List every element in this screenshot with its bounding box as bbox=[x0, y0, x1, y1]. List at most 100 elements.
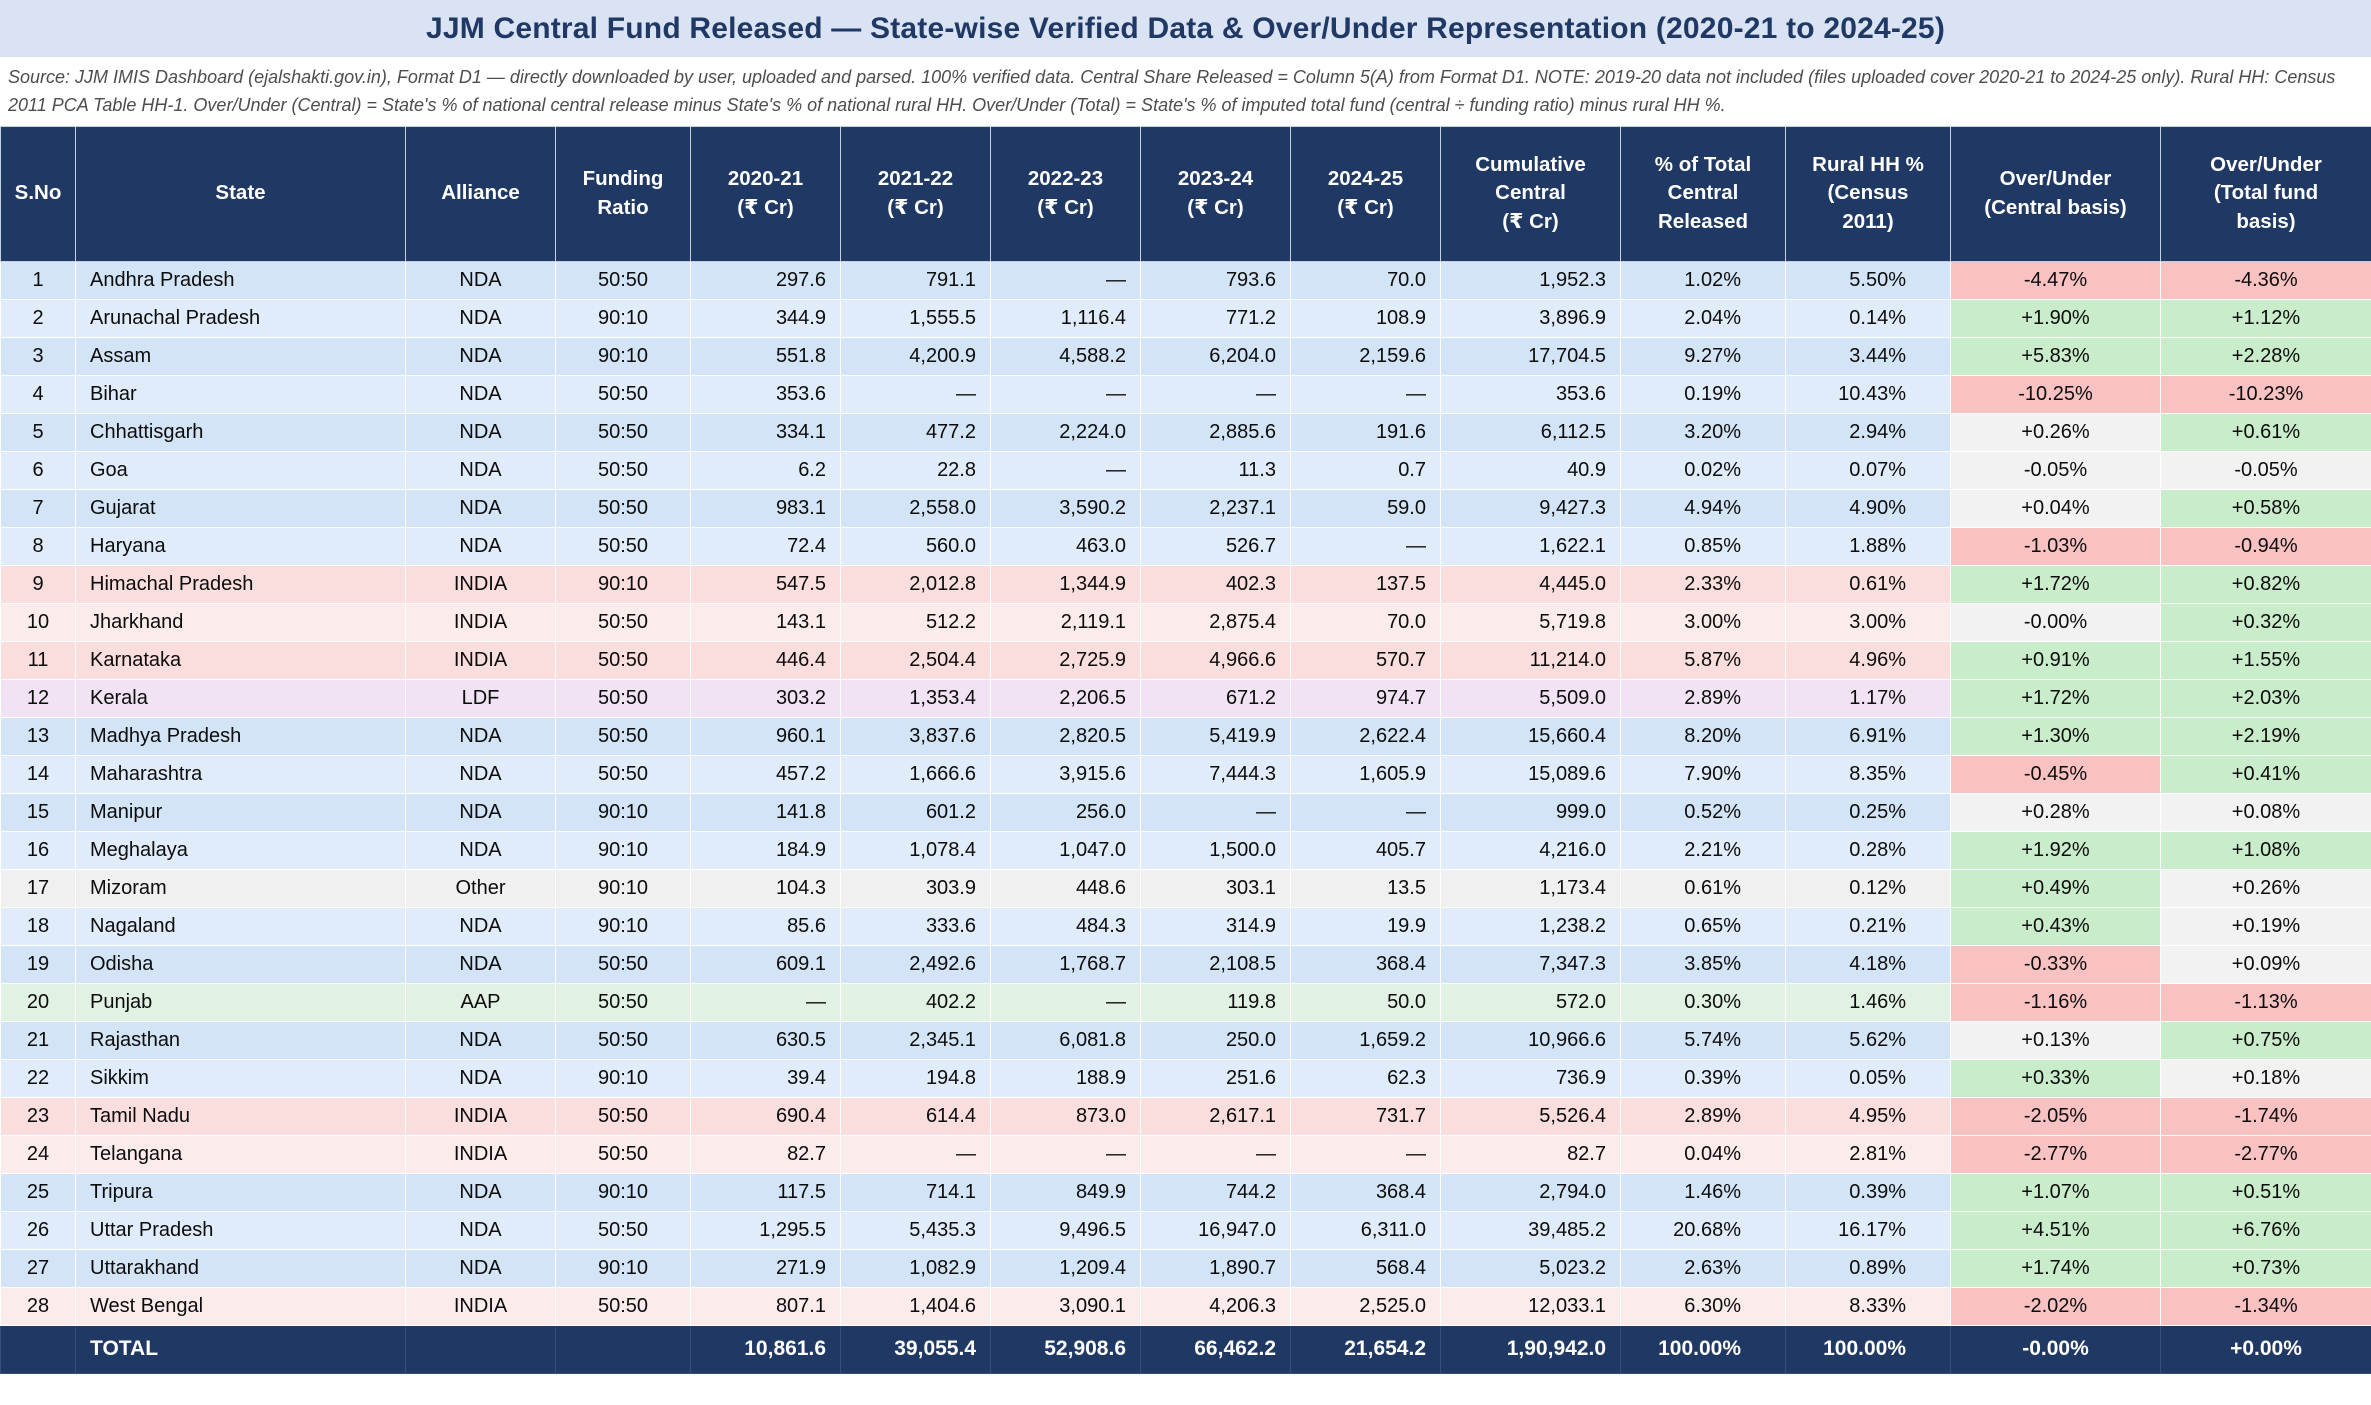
cell-fy-2020-21: 82.7 bbox=[690, 1134, 841, 1174]
cell-pct-total: 3.00% bbox=[1620, 602, 1786, 642]
cell-state: Sikkim bbox=[75, 1058, 406, 1098]
cell-funding-ratio: 50:50 bbox=[555, 260, 691, 300]
cell-fy-2020-21: 807.1 bbox=[690, 1286, 841, 1326]
cell-fy-2024-25: 70.0 bbox=[1290, 602, 1441, 642]
cell-rural-hh: 3.00% bbox=[1785, 602, 1951, 642]
cell-pct-total: 9.27% bbox=[1620, 336, 1786, 376]
table-row: 6 Goa NDA 50:50 6.2 22.8—11.3 0.7 40.9 0.02% 0.07… bbox=[0, 450, 2371, 490]
cell-alliance: NDA bbox=[405, 1248, 556, 1288]
col-header-state: State bbox=[75, 125, 406, 262]
cell-fy-2020-21: 143.1 bbox=[690, 602, 841, 642]
cell-fy-2022-23: 9,496.5 bbox=[990, 1210, 1141, 1250]
cell-fy-2022-23: — bbox=[990, 982, 1141, 1022]
cell-funding-ratio: 90:10 bbox=[555, 298, 691, 338]
cell-cumulative-central: 353.6 bbox=[1440, 374, 1621, 414]
cell-alliance: NDA bbox=[405, 1020, 556, 1060]
cell-cumulative-central: 5,509.0 bbox=[1440, 678, 1621, 718]
cell-funding-ratio: 50:50 bbox=[555, 1096, 691, 1136]
cell-fy-2023-24: 5,419.9 bbox=[1140, 716, 1291, 756]
table-row: 11 Karnataka INDIA 50:50 446.4 2,504.4 2,725.9… bbox=[0, 640, 2371, 680]
cell-sno: 7 bbox=[0, 488, 76, 528]
cell-cumulative-central: 15,089.6 bbox=[1440, 754, 1621, 794]
cell-ou-central: +1.74% bbox=[1950, 1248, 2161, 1288]
table-row: 15 Manipur NDA 90:10 141.8 601.2 256.0— —999.0 0… bbox=[0, 792, 2371, 832]
cell-rural-hh: 0.89% bbox=[1785, 1248, 1951, 1288]
cell-fy-2020-21: 141.8 bbox=[690, 792, 841, 832]
table-row: 10 Jharkhand INDIA 50:50 143.1 512.2 2,119.1 2,… bbox=[0, 602, 2371, 642]
cell-pct-total: 3.20% bbox=[1620, 412, 1786, 452]
table-row: 21 Rajasthan NDA 50:50 630.5 2,345.1 6,081.8 25… bbox=[0, 1020, 2371, 1060]
cell-fy-2023-24: 314.9 bbox=[1140, 906, 1291, 946]
cell-pct-total: 2.63% bbox=[1620, 1248, 1786, 1288]
cell-fy-2023-24: 251.6 bbox=[1140, 1058, 1291, 1098]
col-header-fy-2022-23: 2022-23 (₹ Cr) bbox=[990, 125, 1141, 262]
cell-pct-total: 100.00% bbox=[1620, 1324, 1786, 1374]
cell-fy-2022-23: — bbox=[990, 374, 1141, 414]
cell-fy-2021-22: 22.8 bbox=[840, 450, 991, 490]
cell-cumulative-central: 4,445.0 bbox=[1440, 564, 1621, 604]
cell-alliance: INDIA bbox=[405, 1134, 556, 1174]
cell-state: Tamil Nadu bbox=[75, 1096, 406, 1136]
cell-pct-total: 6.30% bbox=[1620, 1286, 1786, 1326]
cell-sno: 8 bbox=[0, 526, 76, 566]
cell-state: Rajasthan bbox=[75, 1020, 406, 1060]
cell-funding-ratio: 50:50 bbox=[555, 944, 691, 984]
cell-ou-total: +1.12% bbox=[2160, 298, 2371, 338]
cell-ou-total: +0.51% bbox=[2160, 1172, 2371, 1212]
table-row: 12 Kerala LDF 50:50 303.2 1,353.4 2,206.5 671.2… bbox=[0, 678, 2371, 718]
cell-sno: 20 bbox=[0, 982, 76, 1022]
cell-ou-central: +0.43% bbox=[1950, 906, 2161, 946]
cell-fy-2020-21: 39.4 bbox=[690, 1058, 841, 1098]
cell-rural-hh: 5.50% bbox=[1785, 260, 1951, 300]
cell-fy-2020-21: 104.3 bbox=[690, 868, 841, 908]
cell-cumulative-central: 999.0 bbox=[1440, 792, 1621, 832]
cell-fy-2020-21: 184.9 bbox=[690, 830, 841, 870]
table-row: 1 Andhra Pradesh NDA 50:50 297.6 791.1—793.6 7… bbox=[0, 260, 2371, 300]
cell-fy-2020-21: 630.5 bbox=[690, 1020, 841, 1060]
cell-ou-total: +0.08% bbox=[2160, 792, 2371, 832]
cell-fy-2024-25: 13.5 bbox=[1290, 868, 1441, 908]
cell-rural-hh: 0.05% bbox=[1785, 1058, 1951, 1098]
cell-ou-central: -0.45% bbox=[1950, 754, 2161, 794]
cell-ou-total: -0.05% bbox=[2160, 450, 2371, 490]
cell-sno: 24 bbox=[0, 1134, 76, 1174]
cell-fy-2023-24: 16,947.0 bbox=[1140, 1210, 1291, 1250]
cell-cumulative-central: 12,033.1 bbox=[1440, 1286, 1621, 1326]
cell-state: West Bengal bbox=[75, 1286, 406, 1326]
cell-fy-2022-23: 2,820.5 bbox=[990, 716, 1141, 756]
title-band: JJM Central Fund Released — State-wise V… bbox=[0, 0, 2371, 57]
cell-funding-ratio: 50:50 bbox=[555, 374, 691, 414]
cell-fy-2022-23: 873.0 bbox=[990, 1096, 1141, 1136]
col-header-ou-central: Over/Under (Central basis) bbox=[1950, 125, 2161, 262]
cell-fy-2023-24: 2,885.6 bbox=[1140, 412, 1291, 452]
cell-ou-central: -4.47% bbox=[1950, 260, 2161, 300]
cell-cumulative-central: 1,238.2 bbox=[1440, 906, 1621, 946]
col-header-fy-2020-21: 2020-21 (₹ Cr) bbox=[690, 125, 841, 262]
cell-funding-ratio: 50:50 bbox=[555, 1134, 691, 1174]
table-row: 2 Arunachal Pradesh NDA 90:10 344.9 1,555.5 1,… bbox=[0, 298, 2371, 338]
cell-sno: 18 bbox=[0, 906, 76, 946]
cell-fy-2021-22: 194.8 bbox=[840, 1058, 991, 1098]
cell-fy-2023-24: — bbox=[1140, 374, 1291, 414]
cell-fy-2021-22: 477.2 bbox=[840, 412, 991, 452]
cell-alliance: NDA bbox=[405, 792, 556, 832]
cell-sno: 5 bbox=[0, 412, 76, 452]
cell-fy-2020-21: 117.5 bbox=[690, 1172, 841, 1212]
cell-ou-total: -1.34% bbox=[2160, 1286, 2371, 1326]
cell-pct-total: 8.20% bbox=[1620, 716, 1786, 756]
cell-ou-central: +4.51% bbox=[1950, 1210, 2161, 1250]
cell-ou-central: -0.33% bbox=[1950, 944, 2161, 984]
cell-fy-2024-25: 405.7 bbox=[1290, 830, 1441, 870]
cell-funding-ratio: 50:50 bbox=[555, 982, 691, 1022]
cell-rural-hh: 10.43% bbox=[1785, 374, 1951, 414]
cell-ou-central: +0.13% bbox=[1950, 1020, 2161, 1060]
cell-state: Arunachal Pradesh bbox=[75, 298, 406, 338]
table-row: 14 Maharashtra NDA 50:50 457.2 1,666.6 3,915.6… bbox=[0, 754, 2371, 794]
cell-ou-total: +1.55% bbox=[2160, 640, 2371, 680]
source-note: Source: JJM IMIS Dashboard (ejalshakti.g… bbox=[0, 57, 2371, 126]
cell-cumulative-central: 40.9 bbox=[1440, 450, 1621, 490]
cell-funding-ratio: 90:10 bbox=[555, 564, 691, 604]
cell-rural-hh: 4.96% bbox=[1785, 640, 1951, 680]
cell-fy-2024-25: 568.4 bbox=[1290, 1248, 1441, 1288]
table-row: 25 Tripura NDA 90:10 117.5 714.1 849.9 744.2 368… bbox=[0, 1172, 2371, 1212]
